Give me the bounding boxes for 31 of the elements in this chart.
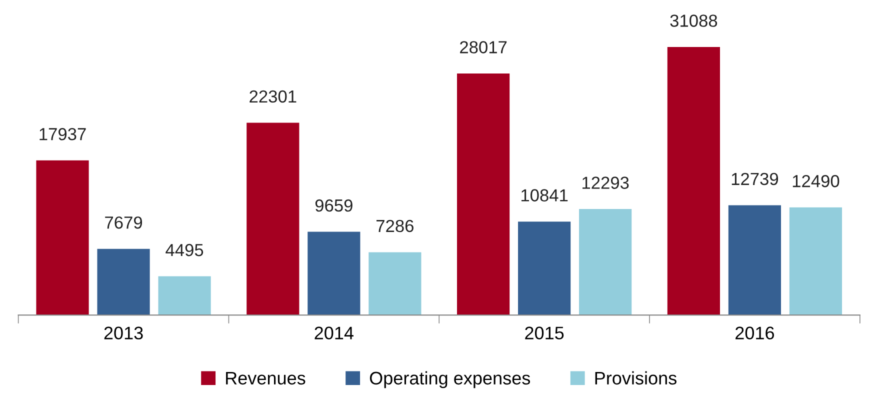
bar (457, 73, 510, 316)
data-label: 7679 (105, 216, 142, 229)
data-label: 10841 (522, 189, 568, 202)
bar (518, 222, 571, 316)
bar (368, 252, 422, 316)
data-label: 7286 (376, 220, 414, 232)
data-label: 12490 (792, 174, 840, 188)
bar (246, 122, 300, 316)
bar (789, 207, 842, 316)
data-label: 4495 (166, 244, 204, 256)
bar (97, 248, 150, 316)
x-tick-label: 2013 (104, 326, 143, 340)
bar (158, 276, 211, 316)
bar (579, 209, 632, 316)
bar (728, 205, 782, 316)
legend-label: Provisions (595, 371, 676, 385)
x-tick-label: 2016 (736, 326, 774, 340)
data-label: 28017 (460, 41, 507, 54)
bar (667, 46, 720, 316)
bar (308, 232, 360, 316)
bar (36, 160, 89, 316)
data-label: 9659 (315, 199, 352, 212)
legend-label: Operating expenses (370, 371, 530, 388)
legend-label: Revenues (226, 372, 306, 385)
data-label: 12293 (582, 176, 629, 189)
x-tick-label: 2015 (525, 326, 564, 340)
data-label: 12739 (732, 172, 778, 186)
data-label: 31088 (670, 14, 718, 27)
data-label: 17937 (40, 128, 86, 140)
x-tick-label: 2014 (314, 326, 354, 340)
data-label: 22301 (250, 90, 296, 103)
